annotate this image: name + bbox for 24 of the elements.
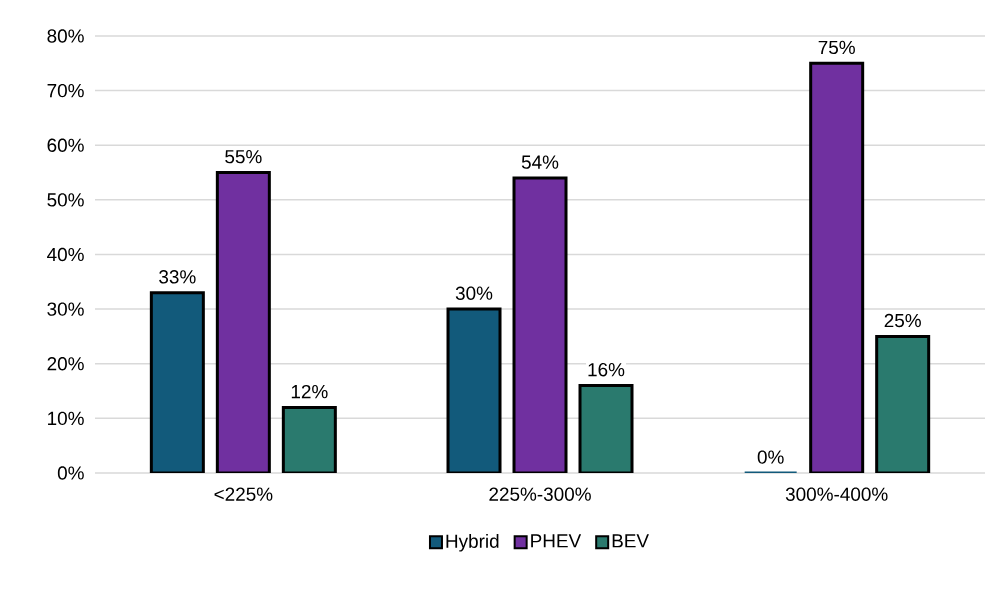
legend-label: BEV — [612, 534, 649, 548]
data-label: 30% — [455, 286, 493, 300]
data-label: 0% — [757, 450, 784, 464]
y-tick-label: 20% — [47, 357, 84, 371]
data-label: 12% — [291, 384, 328, 399]
data-label: 55% — [225, 150, 262, 164]
data-label: 54% — [521, 155, 559, 169]
data-label: 75% — [818, 40, 855, 55]
data-label: 25% — [884, 313, 921, 328]
x-tick-label: 225%-300% — [489, 487, 591, 501]
data-label: 33% — [159, 270, 196, 284]
legend-label: PHEV — [531, 534, 582, 548]
x-tick-label: <225% — [214, 487, 273, 501]
y-tick-label: 30% — [47, 302, 84, 316]
y-tick-label: 0% — [57, 466, 84, 480]
y-tick-label: 50% — [47, 193, 84, 207]
y-tick-label: 60% — [47, 138, 84, 152]
y-tick-label: 10% — [48, 411, 84, 426]
y-tick-label: 70% — [47, 83, 84, 98]
legend-label: Hybrid — [446, 533, 499, 552]
y-tick-label: 80% — [47, 29, 84, 43]
data-label: 16% — [588, 362, 625, 377]
y-tick-label: 40% — [47, 247, 84, 262]
x-tick-label: 300%-400% — [785, 487, 888, 501]
